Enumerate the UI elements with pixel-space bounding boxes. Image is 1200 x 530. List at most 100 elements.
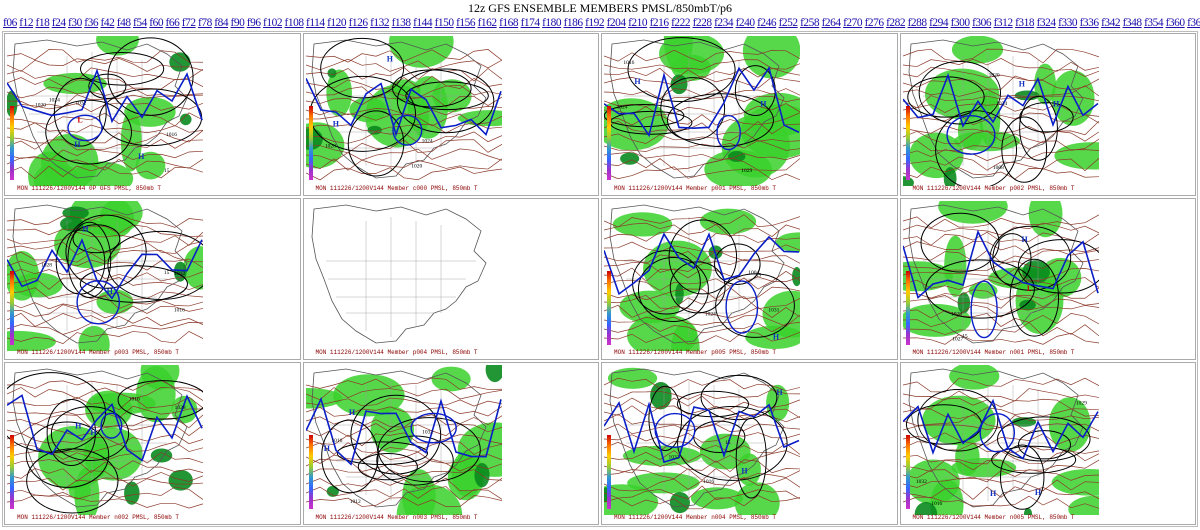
hour-link-f342[interactable]: f342 xyxy=(1101,17,1121,29)
hour-link-f72[interactable]: f72 xyxy=(181,17,196,29)
high-pressure-label: H xyxy=(386,55,393,64)
hour-link-f312[interactable]: f312 xyxy=(993,17,1014,29)
color-scale xyxy=(10,270,14,345)
hour-link-f300[interactable]: f300 xyxy=(950,17,971,29)
hour-link-f222[interactable]: f222 xyxy=(671,17,691,29)
ensemble-panel[interactable]: H H 1029 1016 1024 MON 111226/1200V144 Member… xyxy=(601,33,898,196)
hour-link-f354[interactable]: f354 xyxy=(1144,17,1164,29)
hour-link-f48[interactable]: f48 xyxy=(116,17,131,29)
hour-link-f156[interactable]: f156 xyxy=(456,17,476,29)
hour-link-f192[interactable]: f192 xyxy=(585,17,605,29)
pressure-value: 1032 xyxy=(75,100,86,106)
hour-link-f24[interactable]: f24 xyxy=(51,17,66,29)
hour-link-f186[interactable]: f186 xyxy=(563,17,584,29)
hour-link-f174[interactable]: f174 xyxy=(520,17,541,29)
panel-caption: MON 111226/1200V144 Member p003 PMSL, 85… xyxy=(17,349,180,357)
ensemble-panel[interactable]: H L 1027 1028 15 MON 111226/1200V144 Member n… xyxy=(899,197,1196,361)
ensemble-panel[interactable]: H H 1032 1029 1016 MON 111226/1200V144 Member… xyxy=(899,362,1196,525)
pressure-value: 1016 xyxy=(931,501,942,507)
hour-link-f102[interactable]: f102 xyxy=(263,17,283,29)
hour-link-f264[interactable]: f264 xyxy=(821,17,842,29)
hour-link-f06[interactable]: f06 xyxy=(3,17,17,29)
ensemble-panel[interactable]: H H 1020 1024 1008 MON 111226/1200V144 Member… xyxy=(899,33,1196,196)
panel-caption: MON 111226/1200V144 Member p002 PMSL, 85… xyxy=(912,184,1075,192)
hour-link-f120[interactable]: f120 xyxy=(327,17,347,29)
hour-link-f306[interactable]: f306 xyxy=(972,17,992,29)
weather-map: H H 1028 1024 1020 xyxy=(305,36,502,181)
hour-link-f252[interactable]: f252 xyxy=(778,17,799,29)
hour-link-f162[interactable]: f162 xyxy=(477,17,498,29)
hour-link-f132[interactable]: f132 xyxy=(370,17,390,29)
hour-link-f30[interactable]: f30 xyxy=(68,17,82,29)
high-pressure-label: H xyxy=(1018,80,1025,89)
ensemble-panel[interactable]: H H 1032 1016 1012 MON 111226/1200V144 Member… xyxy=(302,362,599,525)
hour-link-f324[interactable]: f324 xyxy=(1036,17,1057,29)
hour-link-f288[interactable]: f288 xyxy=(907,17,928,29)
hour-link-f330[interactable]: f330 xyxy=(1058,17,1078,29)
hour-link-f276[interactable]: f276 xyxy=(864,17,885,29)
hour-link-f246[interactable]: f246 xyxy=(757,17,777,29)
hour-link-f36[interactable]: f36 xyxy=(84,17,99,29)
hour-link-f366[interactable]: f366 xyxy=(1187,17,1200,29)
hour-link-f216[interactable]: f216 xyxy=(649,17,670,29)
hour-link-f60[interactable]: f60 xyxy=(149,17,164,29)
hour-link-f294[interactable]: f294 xyxy=(929,17,949,29)
pressure-value: 1004 xyxy=(748,270,759,276)
hour-link-f204[interactable]: f204 xyxy=(606,17,627,29)
ensemble-panel-grid: H H L 1024 1020 1032 1016 15 MON 111226/1200V144… xyxy=(2,31,1198,527)
panel-caption: MON 111226/1200V144 Member n005 PMSL, 85… xyxy=(912,514,1075,521)
panel-caption: MON 111226/1200V144 Member n002 PMSL, 85… xyxy=(17,514,180,521)
high-pressure-label: H xyxy=(773,332,780,341)
hour-link-f90[interactable]: f90 xyxy=(230,17,245,29)
high-pressure-label: H xyxy=(82,224,89,233)
ensemble-panel[interactable]: H H L 1024 1020 1032 1016 15 MON 111226/1200V144… xyxy=(4,33,301,196)
hour-link-f210[interactable]: f210 xyxy=(628,17,648,29)
hour-link-f96[interactable]: f96 xyxy=(246,17,261,29)
panel-caption: MON 111226/1200V144 Member p004 PMSL, 85… xyxy=(315,349,478,357)
ensemble-panel[interactable]: H H 1028 1016 MON 111226/1200V144 Member n00… xyxy=(4,362,301,525)
hour-link-f282[interactable]: f282 xyxy=(886,17,906,29)
hour-link-f348[interactable]: f348 xyxy=(1122,17,1143,29)
hour-link-f138[interactable]: f138 xyxy=(391,17,412,29)
hour-link-f144[interactable]: f144 xyxy=(413,17,433,29)
hour-link-f318[interactable]: f318 xyxy=(1015,17,1035,29)
hour-link-f234[interactable]: f234 xyxy=(714,17,734,29)
ensemble-panel[interactable]: H 1031 1024 1004 15 MON 111226/1200V144 Membe… xyxy=(601,197,898,361)
hour-link-f12[interactable]: f12 xyxy=(19,17,34,29)
hour-link-f108[interactable]: f108 xyxy=(284,17,305,29)
panel-caption: MON 111226/1200V144 Member n001 PMSL, 85… xyxy=(912,349,1075,357)
ensemble-panel[interactable]: H H 1028 1016 1012 15 MON 111226/1200V144 Memb… xyxy=(4,197,301,361)
ensemble-panel[interactable]: H H 1028 1024 1020 MON 111226/1200V144 Member… xyxy=(302,33,599,196)
hour-link-f360[interactable]: f360 xyxy=(1165,17,1186,29)
hour-link-f270[interactable]: f270 xyxy=(843,17,863,29)
hour-link-f150[interactable]: f150 xyxy=(434,17,455,29)
pressure-value: 1020 xyxy=(35,103,46,109)
hour-link-f78[interactable]: f78 xyxy=(198,17,212,29)
hour-link-f66[interactable]: f66 xyxy=(165,17,180,29)
hour-link-f54[interactable]: f54 xyxy=(133,17,147,29)
hour-link-f18[interactable]: f18 xyxy=(35,17,50,29)
ensemble-panel[interactable]: MON 111226/1200V144 Member p004 PMSL, 85… xyxy=(302,197,599,361)
color-scale xyxy=(607,106,611,180)
hour-link-f168[interactable]: f168 xyxy=(499,17,519,29)
high-pressure-label: H xyxy=(990,489,997,498)
pressure-value: 15 xyxy=(164,168,170,174)
pressure-value: 1008 xyxy=(992,165,1003,171)
weather-map: H H 1020 1024 1008 xyxy=(902,36,1099,186)
hour-link-f84[interactable]: f84 xyxy=(214,17,229,29)
high-pressure-label: H xyxy=(1021,235,1028,244)
panel-caption: MON 111226/1200V144 Member n003 PMSL, 85… xyxy=(315,514,478,521)
hour-link-f42[interactable]: f42 xyxy=(100,17,115,29)
high-pressure-label: H xyxy=(1052,100,1059,109)
hour-link-f228[interactable]: f228 xyxy=(692,17,713,29)
ensemble-panel[interactable]: H H 1032 1016 15 MON 111226/1200V144 Member n… xyxy=(601,362,898,525)
hour-link-f240[interactable]: f240 xyxy=(735,17,756,29)
pressure-value: 1024 xyxy=(996,101,1007,107)
hour-link-f336[interactable]: f336 xyxy=(1079,17,1100,29)
weather-map: H H 1032 1016 15 xyxy=(604,368,800,516)
hour-link-f180[interactable]: f180 xyxy=(542,17,562,29)
pressure-value: 15 xyxy=(756,272,762,278)
hour-link-f126[interactable]: f126 xyxy=(348,17,369,29)
hour-link-f114[interactable]: f114 xyxy=(306,17,325,29)
hour-link-f258[interactable]: f258 xyxy=(800,17,820,29)
